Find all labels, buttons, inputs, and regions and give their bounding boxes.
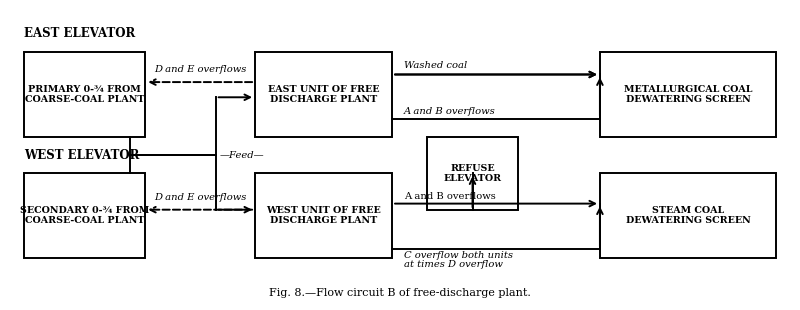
Bar — [255, 173, 392, 258]
Text: C overflow both units: C overflow both units — [404, 251, 513, 260]
Bar — [255, 52, 392, 137]
Bar — [427, 137, 518, 210]
Text: EAST UNIT OF FREE
DISCHARGE PLANT: EAST UNIT OF FREE DISCHARGE PLANT — [268, 85, 379, 104]
Text: D and E overflows: D and E overflows — [154, 193, 246, 202]
Text: WEST UNIT OF FREE
DISCHARGE PLANT: WEST UNIT OF FREE DISCHARGE PLANT — [266, 206, 381, 225]
Text: Fig. 8.—Flow circuit B of free-discharge plant.: Fig. 8.—Flow circuit B of free-discharge… — [269, 288, 531, 298]
Text: —Feed—: —Feed— — [220, 150, 264, 160]
Text: EAST ELEVATOR: EAST ELEVATOR — [24, 27, 135, 40]
Text: METALLURGICAL COAL
DEWATERING SCREEN: METALLURGICAL COAL DEWATERING SCREEN — [624, 85, 752, 104]
Text: PRIMARY 0-¾ FROM
COARSE-COAL PLANT: PRIMARY 0-¾ FROM COARSE-COAL PLANT — [25, 85, 144, 104]
Text: SECONDARY 0-¾ FROM
COARSE-COAL PLANT: SECONDARY 0-¾ FROM COARSE-COAL PLANT — [20, 206, 149, 225]
Text: A and B overflows: A and B overflows — [404, 107, 496, 116]
Bar — [600, 173, 776, 258]
Text: Washed coal: Washed coal — [404, 61, 467, 70]
Text: at times D overflow: at times D overflow — [404, 260, 502, 269]
Text: A and B overflows: A and B overflows — [404, 192, 496, 201]
Bar — [24, 173, 146, 258]
Bar — [24, 52, 146, 137]
Text: WEST ELEVATOR: WEST ELEVATOR — [24, 148, 139, 162]
Text: REFUSE
ELEVATOR: REFUSE ELEVATOR — [443, 164, 502, 183]
Bar — [600, 52, 776, 137]
Text: D and E overflows: D and E overflows — [154, 65, 246, 74]
Text: STEAM COAL
DEWATERING SCREEN: STEAM COAL DEWATERING SCREEN — [626, 206, 750, 225]
